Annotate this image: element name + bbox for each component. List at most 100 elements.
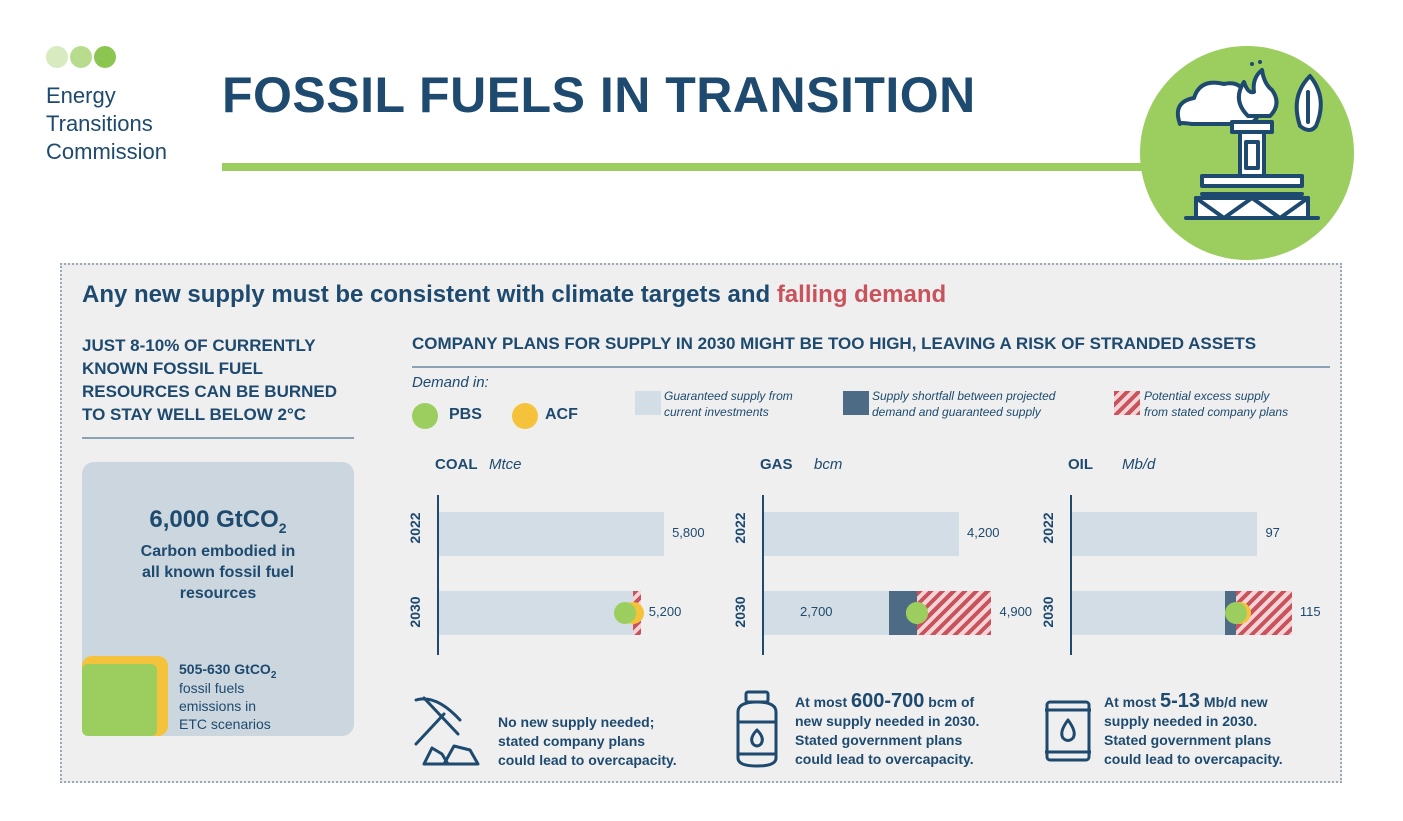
left-divider (82, 437, 354, 439)
bar-2030-value: 115 (1299, 604, 1321, 619)
note-line: Stated government plans (795, 732, 963, 748)
headline-main-text: Any new supply must be consistent with c… (82, 281, 777, 308)
bar-2022-value: 97 (1265, 525, 1280, 540)
emissions-desc-line: ETC scenarios (179, 716, 271, 732)
note-pre: At most (1104, 694, 1160, 710)
note-post: Mb/d new (1200, 694, 1268, 710)
bar-2022-value: 5,800 (672, 525, 705, 540)
oil-note: At most 5-13 Mb/d new supply needed in 2… (1104, 690, 1283, 769)
guaranteed-supply-legend: Guaranteed supply from current investmen… (664, 388, 793, 420)
gas-cylinder-icon (736, 690, 778, 768)
bar-2030-guaranteed (439, 591, 634, 635)
chart-unit-label: Mtce (489, 456, 522, 473)
note-line: new supply needed in 2030. (795, 713, 980, 729)
coal-note: No new supply needed; stated company pla… (498, 713, 677, 770)
chart-axis (1070, 495, 1072, 655)
logo-dot-2 (70, 46, 92, 68)
etc-logo-dots (46, 46, 116, 68)
right-heading: COMPANY PLANS FOR SUPPLY IN 2030 MIGHT B… (412, 334, 1257, 353)
org-name-line: Commission (46, 139, 168, 164)
legend-line: from stated company plans (1144, 405, 1289, 419)
chart-unit-label: bcm (814, 456, 843, 473)
bar-2030-guaranteed (1072, 591, 1225, 635)
headline-emphasis-text: falling demand (776, 281, 947, 308)
year-label-2022: 2022 (407, 512, 423, 544)
legend-line: Potential excess supply (1144, 389, 1270, 403)
carbon-total-number: 6,000 GtCO (149, 506, 279, 533)
year-label-2030: 2030 (407, 596, 423, 628)
legend-line: Supply shortfall between projected (872, 389, 1056, 403)
note-pre: At most (795, 694, 851, 710)
right-divider (412, 366, 1330, 368)
emissions-desc-line: emissions in (179, 698, 257, 714)
shortfall-swatch (843, 391, 869, 415)
left-heading: JUST 8-10% OF CURRENTLY KNOWN FOSSIL FUE… (82, 334, 362, 426)
legend-line: current investments (664, 405, 769, 419)
legend-line: Guaranteed supply from (664, 389, 793, 403)
bar-2022 (1072, 512, 1258, 556)
year-label-2022: 2022 (732, 512, 748, 544)
left-heading-line: RESOURCES CAN BE BURNED (82, 382, 338, 401)
oil-note-first-line: At most 5-13 Mb/d new (1104, 690, 1283, 712)
oil-rig-icon (1175, 60, 1323, 220)
note-line: No new supply needed; (498, 714, 655, 730)
pbs-legend-label: PBS (449, 406, 482, 423)
emissions-budget-value: 505-630 GtCO2 (179, 661, 276, 681)
bar-2030-guaranteed (764, 591, 890, 635)
note-highlight: 600-700 (851, 690, 925, 712)
org-name-line: Energy (46, 83, 116, 108)
acf-legend-dot (512, 403, 538, 429)
note-line: supply needed in 2030. (1104, 713, 1258, 729)
left-heading-line: TO STAY WELL BELOW 2°C (82, 405, 307, 424)
pbs-demand-marker (614, 602, 637, 624)
pbs-legend-dot (412, 403, 438, 429)
chart-fuel-label: COAL (435, 456, 478, 473)
bar-2022 (439, 512, 665, 556)
note-highlight: 5-13 (1160, 690, 1201, 712)
bar-2030-inner-value: 2,700 (800, 604, 833, 619)
year-label-2030: 2030 (1040, 596, 1056, 628)
co2-subscript: 2 (270, 669, 277, 681)
note-line: Stated government plans (1104, 732, 1272, 748)
bar-2030-value: 5,200 (648, 604, 682, 619)
chart-axis (437, 495, 439, 655)
left-heading-line: KNOWN FOSSIL FUEL (82, 359, 264, 378)
legend-line: demand and guaranteed supply (872, 405, 1041, 419)
note-line: could lead to overcapacity. (498, 752, 677, 768)
logo-dot-1 (46, 46, 68, 68)
bar-2022 (764, 512, 959, 556)
gas-note: At most 600-700 bcm of new supply needed… (795, 690, 980, 769)
acf-legend-label: ACF (545, 406, 578, 423)
note-line: stated company plans (498, 733, 646, 749)
excess-supply-legend: Potential excess supply from stated comp… (1144, 388, 1288, 420)
carbon-desc-line: Carbon embodied in (140, 543, 296, 560)
carbon-desc-line: all known fossil fuel (141, 564, 295, 581)
oil-rig-badge (1140, 46, 1354, 260)
logo-dot-3 (94, 46, 116, 68)
carbon-total-desc: Carbon embodied in all known fossil fuel… (100, 541, 336, 604)
bar-2030-excess (917, 591, 992, 635)
pickaxe-coal-icon (414, 696, 480, 766)
emissions-desc-line: fossil fuels (179, 680, 245, 696)
carbon-desc-line: resources (179, 585, 257, 602)
title-underline (222, 163, 1152, 171)
pbs-budget-square (82, 664, 157, 736)
page-title: FOSSIL FUELS IN TRANSITION (222, 67, 976, 123)
guaranteed-supply-swatch (635, 391, 661, 415)
excess-supply-swatch (1114, 391, 1140, 415)
chart-fuel-label: OIL (1068, 456, 1093, 473)
year-label-2022: 2022 (1040, 512, 1056, 544)
note-line: could lead to overcapacity. (795, 751, 974, 767)
emissions-budget-number: 505-630 GtCO (179, 661, 271, 677)
chart-axis (762, 495, 764, 655)
pbs-demand-marker (906, 602, 929, 624)
bar-2030-value: 4,900 (999, 604, 1033, 619)
bar-2022-value: 4,200 (967, 525, 1000, 540)
panel-headline: Any new supply must be consistent with c… (82, 281, 946, 309)
org-name-line: Transitions (46, 111, 153, 136)
note-post: bcm of (924, 694, 975, 710)
demand-label: Demand in: (412, 374, 489, 391)
emissions-budget-desc: fossil fuels emissions in ETC scenarios (179, 679, 329, 733)
year-label-2030: 2030 (732, 596, 748, 628)
oil-barrel-icon (1045, 700, 1091, 762)
